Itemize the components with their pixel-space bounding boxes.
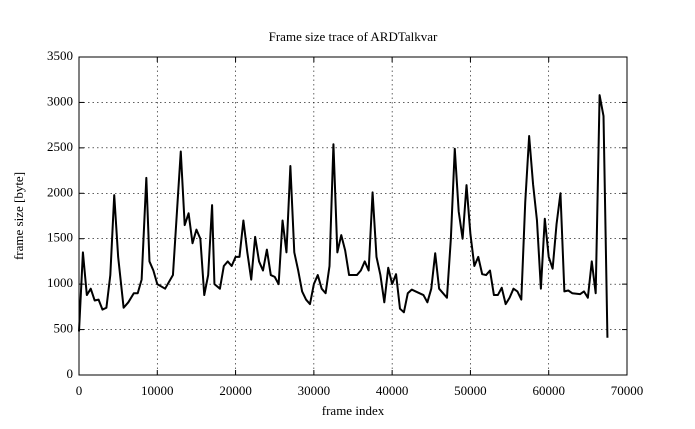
- x-tick-label: 0: [76, 383, 83, 398]
- y-tick-label: 500: [54, 321, 74, 336]
- y-tick-label: 1000: [47, 275, 73, 290]
- y-tick-label: 1500: [47, 230, 73, 245]
- x-tick-label: 60000: [532, 383, 565, 398]
- x-axis-label: frame index: [322, 403, 385, 418]
- y-tick-label: 2000: [47, 184, 73, 199]
- y-axis-label: frame size [byte]: [11, 172, 26, 260]
- y-tick-label: 3500: [47, 48, 73, 63]
- x-tick-label: 70000: [611, 383, 644, 398]
- chart-title: Frame size trace of ARDTalkvar: [269, 29, 438, 44]
- y-tick-label: 2500: [47, 139, 73, 154]
- x-tick-label: 10000: [141, 383, 174, 398]
- y-tick-label: 0: [67, 366, 74, 381]
- x-tick-label: 20000: [219, 383, 252, 398]
- x-tick-label: 40000: [376, 383, 409, 398]
- data-line: [78, 94, 609, 338]
- x-tick-label: 50000: [454, 383, 487, 398]
- x-tick-label: 30000: [298, 383, 331, 398]
- y-tick-label: 3000: [47, 93, 73, 108]
- plot-frame: [78, 56, 628, 376]
